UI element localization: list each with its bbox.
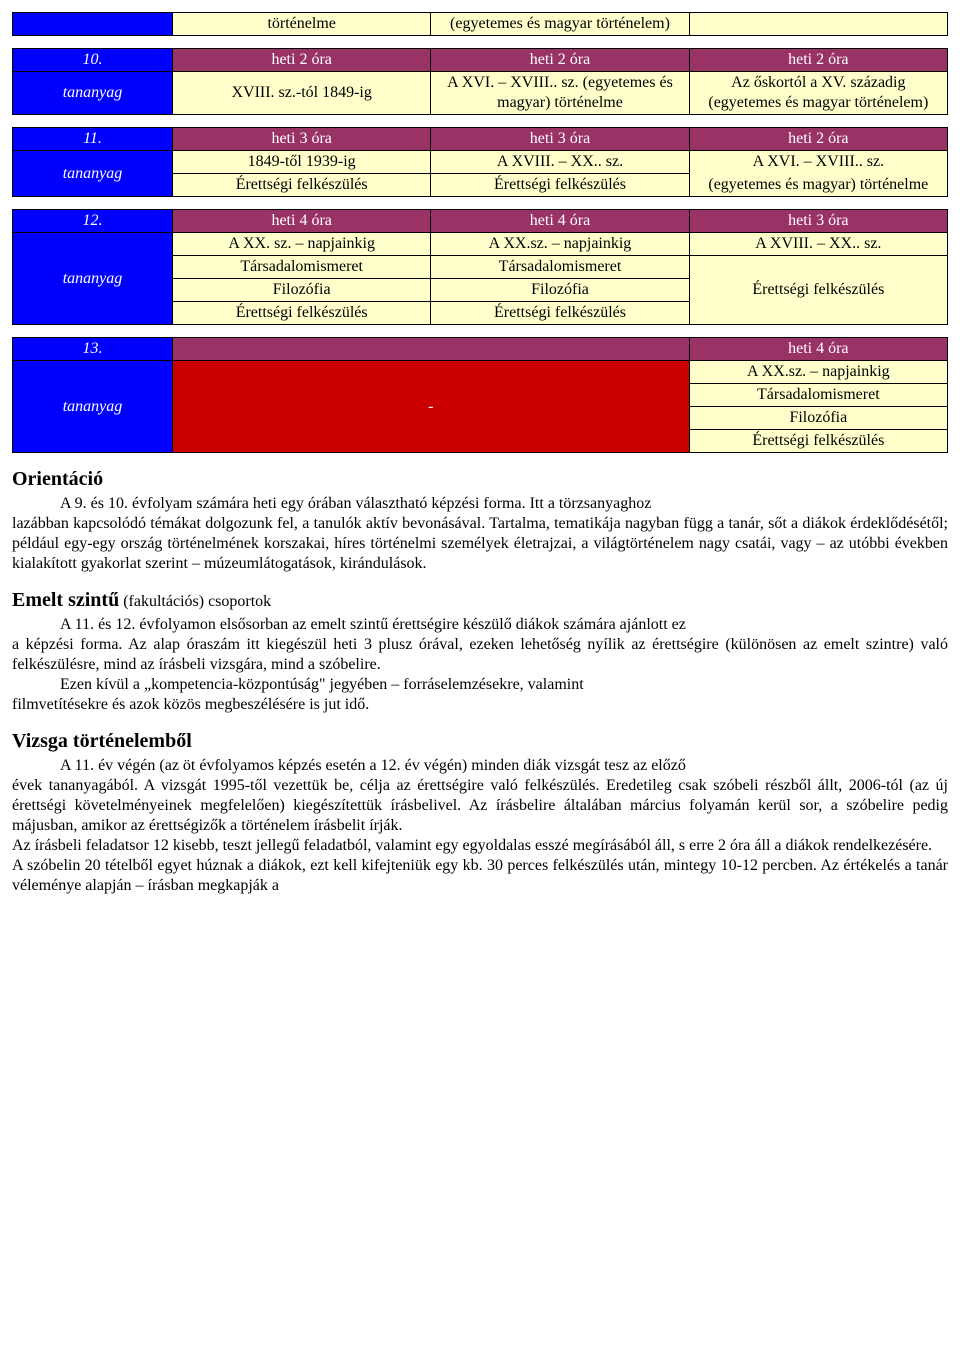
hours-header: heti 2 óra [689, 128, 947, 151]
table-top-fragment: történelme (egyetemes és magyar történel… [12, 12, 948, 36]
table-cell: (egyetemes és magyar történelem) [431, 13, 689, 36]
table-grade-10: 10. heti 2 óra heti 2 óra heti 2 óra tan… [12, 48, 948, 115]
table-cell: Filozófia [689, 407, 947, 430]
table-cell: 1849-től 1939-ig [173, 151, 431, 174]
table-cell: A XX.sz. – napjainkig [689, 361, 947, 384]
emelt-lead2: Ezen kívül a „kompetencia-központúság" j… [12, 675, 948, 695]
table-cell: Érettségi felkészülés [689, 430, 947, 453]
table-cell: A XX.sz. – napjainkig [431, 233, 689, 256]
table-cell: Filozófia [173, 279, 431, 302]
orientacio-heading: Orientáció [12, 467, 948, 492]
hours-header: heti 2 óra [173, 49, 431, 72]
table-cell: Érettségi felkészülés [431, 302, 689, 325]
table-cell: Érettségi felkészülés [173, 302, 431, 325]
table-cell: Társadalomismeret [689, 384, 947, 407]
orientacio-lead: A 9. és 10. évfolyam számára heti egy ór… [12, 494, 948, 514]
orientacio-body: lazábban kapcsolódó témákat dolgozunk fe… [12, 514, 948, 574]
table-cell: történelme [173, 13, 431, 36]
vizsga-heading: Vizsga történelemből [12, 729, 948, 754]
table-cell [13, 13, 173, 36]
table-cell: (egyetemes és magyar) történelme [689, 174, 947, 197]
row-label: 12. [13, 210, 173, 233]
hours-header [173, 338, 690, 361]
table-cell: Érettségi felkészülés [689, 256, 947, 325]
table-grade-13: 13. heti 4 óra tananyag - A XX.sz. – nap… [12, 337, 948, 453]
hours-header: heti 2 óra [689, 49, 947, 72]
table-cell: A XVIII. – XX.. sz. [431, 151, 689, 174]
table-cell: Társadalomismeret [173, 256, 431, 279]
table-cell: Filozófia [431, 279, 689, 302]
row-label: tananyag [13, 151, 173, 197]
vizsga-lead: A 11. év végén (az öt évfolyamos képzés … [12, 756, 948, 776]
emelt-lead: A 11. és 12. évfolyamon elsősorban az em… [12, 615, 948, 635]
row-label: tananyag [13, 72, 173, 115]
table-cell: A XVIII. – XX.. sz. [689, 233, 947, 256]
table-cell [689, 13, 947, 36]
table-cell: Társadalomismeret [431, 256, 689, 279]
hours-header: heti 4 óra [173, 210, 431, 233]
table-cell: Az őskortól a XV. századig (egyetemes és… [689, 72, 947, 115]
table-cell: Érettségi felkészülés [431, 174, 689, 197]
table-cell-empty: - [173, 361, 690, 453]
hours-header: heti 2 óra [431, 49, 689, 72]
table-cell: A XX. sz. – napjainkig [173, 233, 431, 256]
table-grade-11: 11. heti 3 óra heti 3 óra heti 2 óra tan… [12, 127, 948, 197]
row-label: tananyag [13, 233, 173, 325]
emelt-heading: Emelt szintű (fakultációs) csoportok [12, 588, 948, 613]
table-cell: Érettségi felkészülés [173, 174, 431, 197]
emelt-body2: filmvetítésekre és azok közös megbeszélé… [12, 695, 948, 715]
row-label: 13. [13, 338, 173, 361]
hours-header: heti 3 óra [431, 128, 689, 151]
emelt-body1: a képzési forma. Az alap óraszám itt kie… [12, 635, 948, 675]
table-cell: A XVI. – XVIII.. sz. [689, 151, 947, 174]
row-label: tananyag [13, 361, 173, 453]
table-grade-12: 12. heti 4 óra heti 4 óra heti 3 óra tan… [12, 209, 948, 325]
hours-header: heti 3 óra [173, 128, 431, 151]
vizsga-body2: Az írásbeli feladatsor 12 kisebb, teszt … [12, 836, 948, 856]
hours-header: heti 3 óra [689, 210, 947, 233]
row-label: 11. [13, 128, 173, 151]
table-cell: A XVI. – XVIII.. sz. (egyetemes és magya… [431, 72, 689, 115]
hours-header: heti 4 óra [689, 338, 947, 361]
row-label: 10. [13, 49, 173, 72]
table-cell: XVIII. sz.-tól 1849-ig [173, 72, 431, 115]
hours-header: heti 4 óra [431, 210, 689, 233]
vizsga-body3: A szóbelin 20 tételből egyet húznak a di… [12, 856, 948, 896]
vizsga-body1: évek tananyagából. A vizsgát 1995-től ve… [12, 776, 948, 836]
